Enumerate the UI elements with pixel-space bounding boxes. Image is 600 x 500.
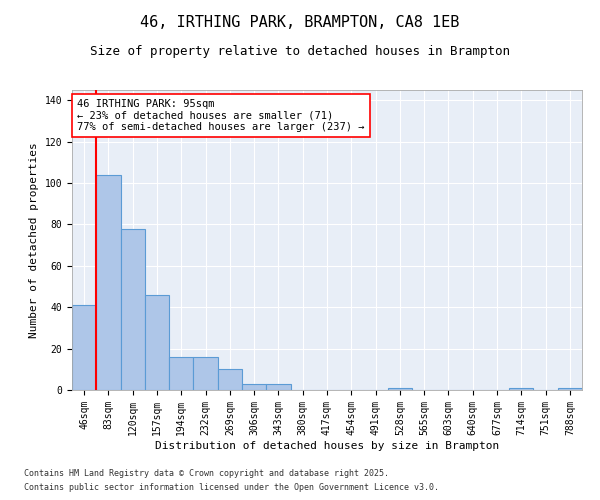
Bar: [145, 295, 169, 390]
Bar: [388, 388, 412, 390]
Text: 46, IRTHING PARK, BRAMPTON, CA8 1EB: 46, IRTHING PARK, BRAMPTON, CA8 1EB: [140, 15, 460, 30]
X-axis label: Distribution of detached houses by size in Brampton: Distribution of detached houses by size …: [155, 440, 499, 450]
Text: Contains public sector information licensed under the Open Government Licence v3: Contains public sector information licen…: [24, 484, 439, 492]
Bar: [72, 305, 96, 390]
Bar: [266, 384, 290, 390]
Bar: [218, 370, 242, 390]
Bar: [558, 388, 582, 390]
Text: 46 IRTHING PARK: 95sqm
← 23% of detached houses are smaller (71)
77% of semi-det: 46 IRTHING PARK: 95sqm ← 23% of detached…: [77, 99, 365, 132]
Bar: [509, 388, 533, 390]
Text: Size of property relative to detached houses in Brampton: Size of property relative to detached ho…: [90, 45, 510, 58]
Bar: [242, 384, 266, 390]
Bar: [169, 357, 193, 390]
Y-axis label: Number of detached properties: Number of detached properties: [29, 142, 39, 338]
Text: Contains HM Land Registry data © Crown copyright and database right 2025.: Contains HM Land Registry data © Crown c…: [24, 468, 389, 477]
Bar: [121, 228, 145, 390]
Bar: [96, 175, 121, 390]
Bar: [193, 357, 218, 390]
